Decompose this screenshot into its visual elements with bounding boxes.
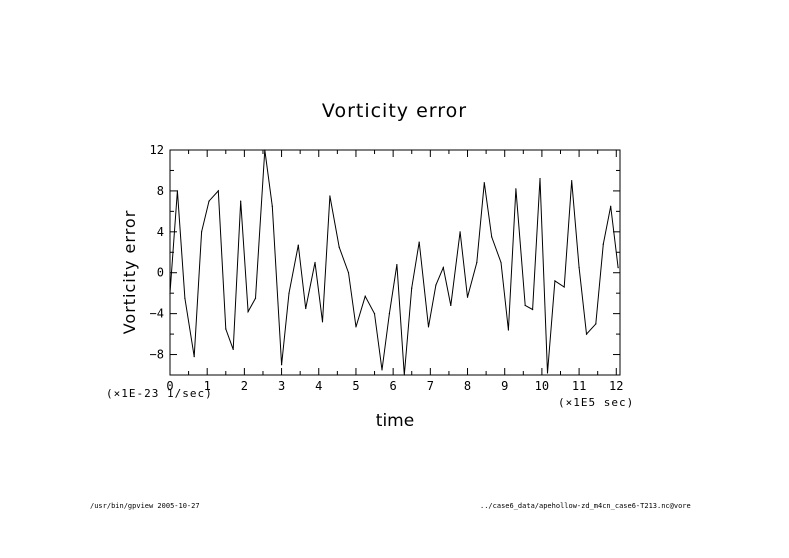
x-tick-label: 10 [535, 379, 549, 393]
x-scale-label: (×1E5 sec) [558, 396, 635, 409]
y-tick-label: 0 [157, 266, 164, 280]
data-point [617, 267, 619, 269]
data-point [563, 286, 565, 288]
data-point [602, 243, 604, 245]
data-point [585, 333, 588, 335]
data-point [169, 292, 171, 294]
data-point [418, 241, 420, 243]
data-point [225, 328, 227, 330]
y-tick-label: 12 [150, 143, 164, 157]
data-point [571, 180, 573, 182]
x-tick-label: 1 [204, 379, 211, 393]
data-point [247, 310, 249, 313]
x-tick-label: 6 [390, 379, 397, 393]
data-point [217, 190, 219, 192]
x-tick-label: 11 [572, 379, 586, 393]
x-tick-label: 4 [315, 379, 322, 393]
y-axis-label: Vorticity error [120, 209, 139, 335]
data-point [459, 231, 461, 233]
data-point [373, 313, 376, 315]
x-tick-label: 3 [278, 379, 285, 393]
y-tick-label: −4 [150, 307, 164, 321]
x-tick-label: 8 [464, 379, 471, 393]
x-axis-label: time [375, 411, 415, 431]
data-point [288, 292, 290, 294]
y-tick-label: 8 [157, 184, 164, 198]
y-tick-label: 4 [157, 225, 164, 239]
data-point [403, 374, 405, 376]
data-point [546, 372, 549, 374]
data-point [254, 297, 257, 299]
data-point [176, 190, 179, 192]
data-point [595, 323, 597, 325]
data-point [314, 261, 316, 264]
x-tick-label: 2 [241, 379, 248, 393]
footer-file-path: ../case6_data/apehollow-zd_m4cn_case6-T2… [480, 502, 691, 510]
data-point [578, 267, 580, 269]
data-point [515, 188, 517, 190]
data-point [232, 348, 234, 351]
data-point [610, 205, 612, 207]
data-point [554, 280, 556, 282]
data-point [466, 296, 469, 298]
series-line [169, 149, 619, 376]
data-point [364, 295, 366, 297]
data-point [500, 261, 502, 264]
y-scale-label: (×1E-23 1/sec) [106, 387, 213, 400]
data-point [450, 304, 452, 307]
x-tick-label: 0 [166, 379, 173, 393]
data-point [240, 200, 242, 202]
data-point [264, 149, 266, 151]
data-point [396, 263, 398, 266]
data-point [507, 329, 510, 331]
data-point [347, 272, 350, 274]
data-point [193, 355, 195, 358]
data-point [329, 195, 331, 197]
data-point [524, 304, 526, 307]
data-point [435, 284, 437, 286]
data-point [442, 267, 444, 269]
data-point [271, 205, 273, 207]
x-tick-label: 5 [352, 379, 359, 393]
data-point [321, 321, 324, 323]
plot-frame [169, 149, 621, 376]
chart-title: Vorticity error [321, 100, 468, 122]
data-point [280, 364, 283, 366]
x-tick-label: 9 [501, 379, 508, 393]
tick-group [169, 149, 620, 376]
data-point [338, 246, 340, 248]
data-point [388, 313, 391, 315]
data-point [532, 308, 534, 311]
x-tick-label: 12 [609, 379, 623, 393]
data-point [427, 326, 430, 328]
data-point [491, 236, 493, 238]
data-point [381, 369, 383, 371]
x-tick-label: 7 [427, 379, 434, 393]
data-point [208, 200, 210, 202]
footer-command-info: /usr/bin/gpview 2005-10-27 [90, 502, 200, 510]
data-point [355, 326, 357, 328]
data-point [483, 182, 485, 184]
data-point [539, 178, 541, 180]
data-point [411, 287, 413, 289]
data-point-group [169, 149, 619, 376]
y-tick-label: −8 [150, 348, 164, 362]
data-point [476, 261, 478, 264]
data-point [184, 297, 186, 299]
data-point [201, 231, 203, 233]
data-point [297, 244, 299, 246]
data-point [305, 307, 307, 310]
